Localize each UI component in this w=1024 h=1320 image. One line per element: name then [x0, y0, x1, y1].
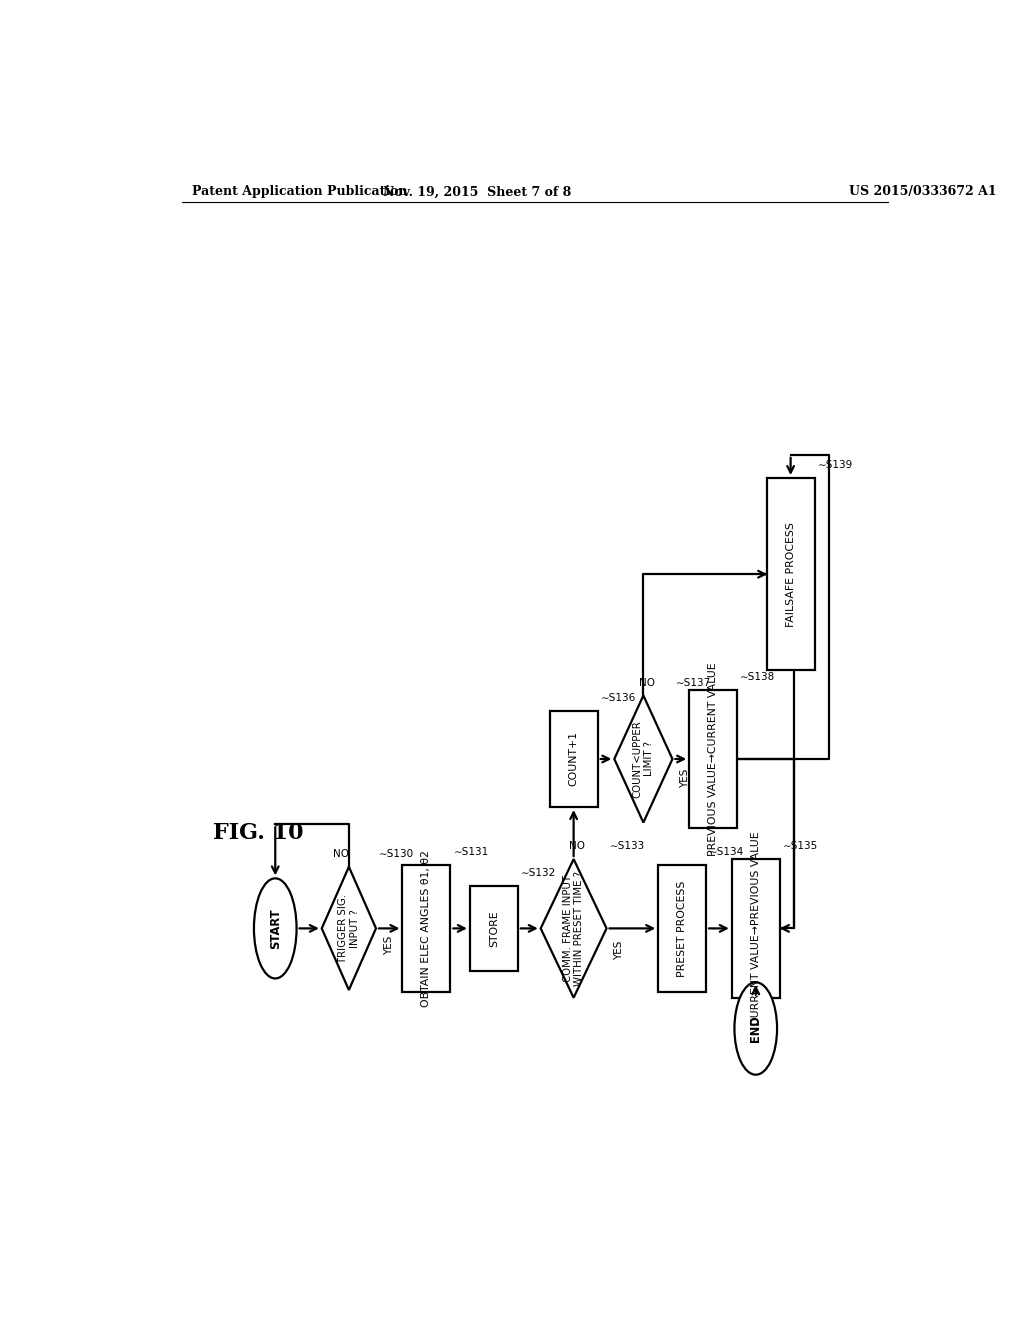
Text: PREVIOUS VALUE→CURRENT VALUE: PREVIOUS VALUE→CURRENT VALUE — [709, 663, 718, 855]
FancyBboxPatch shape — [689, 689, 737, 829]
Text: PRESET PROCESS: PRESET PROCESS — [677, 880, 687, 977]
Text: NO: NO — [569, 841, 586, 851]
Text: ∼S139: ∼S139 — [818, 461, 853, 470]
Text: FAILSAFE PROCESS: FAILSAFE PROCESS — [785, 521, 796, 627]
Text: ∼S133: ∼S133 — [609, 841, 645, 851]
Text: Patent Application Publication: Patent Application Publication — [191, 185, 408, 198]
Polygon shape — [541, 859, 606, 998]
Text: ∼S134: ∼S134 — [710, 847, 744, 857]
FancyBboxPatch shape — [402, 865, 451, 991]
Text: ∼S138: ∼S138 — [740, 672, 775, 682]
Text: ∼S136: ∼S136 — [601, 693, 636, 704]
Text: COUNT+1: COUNT+1 — [568, 731, 579, 787]
Text: ∼S131: ∼S131 — [454, 847, 488, 857]
FancyBboxPatch shape — [658, 865, 707, 991]
FancyBboxPatch shape — [767, 478, 815, 671]
Text: Nov. 19, 2015  Sheet 7 of 8: Nov. 19, 2015 Sheet 7 of 8 — [383, 185, 570, 198]
Text: CURRENT VALUE→PREVIOUS VALUE: CURRENT VALUE→PREVIOUS VALUE — [751, 832, 761, 1026]
Ellipse shape — [254, 878, 297, 978]
Text: COMM. FRAME INPUT
WITHIN PRESET TIME ?: COMM. FRAME INPUT WITHIN PRESET TIME ? — [563, 871, 585, 986]
Text: OBTAIN ELEC ANGLES θ1, θ2: OBTAIN ELEC ANGLES θ1, θ2 — [421, 850, 431, 1007]
Text: TRIGGER SIG.
INPUT ?: TRIGGER SIG. INPUT ? — [338, 894, 359, 962]
Text: FIG. 10: FIG. 10 — [213, 821, 304, 843]
Text: ∼S132: ∼S132 — [521, 869, 556, 878]
Text: ∼S135: ∼S135 — [783, 841, 818, 851]
Text: COUNT<UPPER
LIMIT ?: COUNT<UPPER LIMIT ? — [633, 721, 654, 797]
FancyBboxPatch shape — [470, 886, 518, 970]
Polygon shape — [614, 696, 673, 822]
Text: ∼S137: ∼S137 — [676, 677, 711, 688]
Text: YES: YES — [614, 940, 625, 960]
Text: YES: YES — [680, 768, 690, 788]
Text: NO: NO — [639, 677, 655, 688]
Text: START: START — [268, 908, 282, 949]
Polygon shape — [322, 867, 376, 990]
Text: END: END — [750, 1015, 762, 1041]
Ellipse shape — [734, 982, 777, 1074]
FancyBboxPatch shape — [732, 859, 779, 998]
Text: YES: YES — [384, 936, 394, 956]
Text: STORE: STORE — [488, 909, 499, 946]
Text: NO: NO — [333, 849, 349, 859]
Text: ∼S130: ∼S130 — [379, 849, 415, 859]
Text: US 2015/0333672 A1: US 2015/0333672 A1 — [849, 185, 996, 198]
FancyBboxPatch shape — [550, 711, 598, 807]
